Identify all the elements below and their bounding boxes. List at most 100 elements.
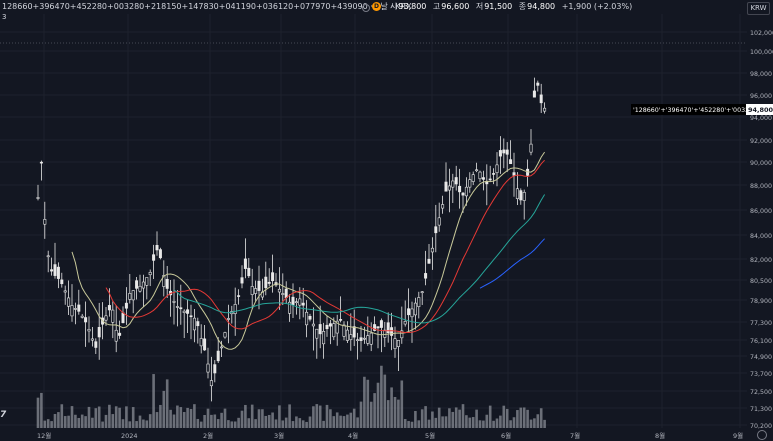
- volume-bar: [206, 408, 210, 428]
- chart-header: 128660+396470+452280+003280+218150+14783…: [0, 0, 773, 15]
- candle-body: [216, 350, 220, 362]
- settings-dot-icon[interactable]: [362, 4, 370, 12]
- volume-bar: [400, 380, 404, 428]
- candle-body: [138, 285, 142, 292]
- candle-body: [366, 335, 370, 344]
- volume-bar: [87, 406, 91, 428]
- volume-bar: [475, 409, 478, 428]
- volume-bar: [417, 420, 421, 428]
- candle-body: [502, 149, 506, 154]
- candle-body: [403, 321, 407, 325]
- volume-bar: [77, 417, 81, 428]
- time-axis[interactable]: 12월 2024 2월 3월 4월 5월 6월 7월 8월 9월: [37, 431, 743, 440]
- indicator-count[interactable]: 3: [2, 13, 7, 21]
- candle-body: [315, 328, 319, 339]
- candle-body: [495, 164, 499, 173]
- candle-body: [437, 217, 441, 226]
- candle-body: [308, 315, 312, 320]
- volume-bar: [424, 406, 427, 428]
- volume-bar: [284, 417, 288, 428]
- candle-body: [515, 188, 519, 199]
- volume-bar: [70, 406, 74, 428]
- candle-body: [444, 181, 448, 192]
- volume-bar: [488, 405, 492, 428]
- volume-bar: [376, 382, 380, 428]
- volume-bar: [186, 407, 189, 428]
- volume-bar: [509, 420, 512, 428]
- candle-body: [451, 180, 455, 188]
- volume-bar: [40, 392, 43, 428]
- volume-bar: [118, 407, 121, 428]
- candle-body: [118, 332, 122, 336]
- volume-bar: [468, 417, 472, 428]
- price-tick-label: 100,000: [750, 49, 773, 56]
- volume-bar: [261, 409, 264, 428]
- grid-lines: [0, 14, 747, 428]
- candle-body: [155, 245, 159, 251]
- symbol-tag: '128660'+'396470'+'452280'+'003280'+...: [633, 107, 770, 114]
- volume-bar: [318, 405, 322, 428]
- symbol-title[interactable]: 128660+396470+452280+003280+218150+14783…: [2, 2, 412, 11]
- market-status-icon[interactable]: D: [372, 2, 381, 11]
- volume-bar: [485, 414, 489, 428]
- volume-bar: [482, 420, 485, 428]
- candle-body: [505, 149, 509, 155]
- candle-body: [186, 309, 190, 314]
- candle-body: [50, 269, 54, 272]
- volume-bar: [356, 417, 359, 428]
- volume-bar: [193, 404, 196, 428]
- volume-bar: [223, 408, 227, 428]
- volume-bar: [210, 414, 213, 428]
- volume-bar: [478, 420, 482, 428]
- axis-settings-icon[interactable]: [757, 430, 767, 440]
- volume-bar: [516, 410, 519, 428]
- candle-body: [335, 320, 339, 334]
- candle-body: [345, 329, 349, 341]
- volume-bar: [121, 419, 125, 428]
- candle-body: [356, 339, 360, 342]
- price-tick-label: 78,900: [750, 298, 772, 305]
- price-tick-label: 70,200: [750, 423, 772, 430]
- candle-body: [206, 363, 210, 373]
- time-tick-label: 9월: [733, 431, 743, 440]
- price-tick-label: 96,000: [750, 93, 772, 100]
- volume-bar: [410, 421, 414, 428]
- candle-body: [536, 82, 540, 86]
- price-tick-label: 84,000: [750, 233, 772, 240]
- candle-body: [43, 219, 47, 225]
- candle-body: [291, 296, 295, 305]
- candle-body: [424, 273, 428, 279]
- volume-bar: [329, 409, 332, 428]
- volume-bar: [465, 415, 468, 428]
- volume-bar: [244, 404, 247, 428]
- candle-body: [413, 302, 417, 316]
- moving-averages: [71, 151, 546, 350]
- low-value: 91,500: [484, 2, 513, 11]
- volume-bar: [512, 417, 516, 428]
- volume-bar: [53, 414, 57, 428]
- currency-button[interactable]: KRW: [747, 2, 770, 15]
- price-tick-label: 80,500: [750, 278, 772, 285]
- candle-body: [386, 322, 390, 333]
- candle-body: [454, 177, 458, 185]
- price-axis[interactable]: 102,000 100,000 98,000 96,000 94,000 92,000 90…: [750, 30, 773, 430]
- candle-body: [226, 318, 230, 320]
- candle-body: [362, 337, 366, 340]
- candle-body: [179, 307, 183, 310]
- volume-bar: [536, 414, 540, 428]
- volume-bar: [407, 421, 410, 428]
- candle-body: [342, 324, 346, 337]
- volume-bar: [301, 420, 305, 428]
- candle-body: [410, 308, 414, 318]
- price-tick-label: 77,300: [750, 320, 772, 327]
- open-value: 93,800: [398, 2, 427, 11]
- time-tick-label: 2024: [121, 432, 138, 440]
- volume-bar: [172, 414, 176, 428]
- tradingview-logo[interactable]: 7: [0, 410, 7, 420]
- volume-bar: [257, 409, 261, 428]
- candle-body: [233, 304, 237, 314]
- candle-body: [104, 315, 108, 321]
- volume-bar: [233, 421, 237, 428]
- volume-bar: [461, 404, 465, 428]
